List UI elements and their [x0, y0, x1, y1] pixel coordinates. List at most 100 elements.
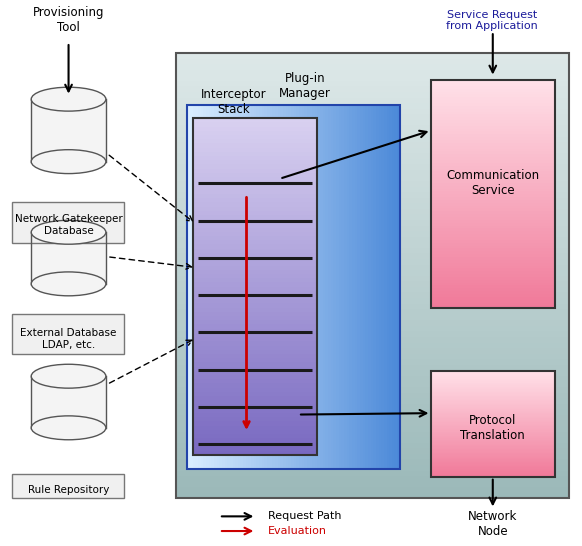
- Bar: [357, 105, 360, 468]
- Bar: [431, 283, 555, 286]
- Bar: [176, 120, 569, 126]
- Bar: [176, 448, 569, 454]
- Bar: [176, 131, 569, 136]
- Text: Protocol
Translation: Protocol Translation: [460, 414, 525, 442]
- Bar: [431, 405, 555, 407]
- Bar: [211, 105, 214, 468]
- Bar: [193, 169, 317, 173]
- Bar: [12, 314, 124, 354]
- Bar: [431, 180, 555, 183]
- Bar: [176, 58, 569, 64]
- Bar: [176, 253, 569, 259]
- Bar: [431, 426, 555, 428]
- Bar: [397, 105, 400, 468]
- Bar: [193, 248, 317, 253]
- Bar: [431, 146, 555, 149]
- Bar: [431, 126, 555, 129]
- Bar: [323, 105, 325, 468]
- Bar: [431, 188, 555, 192]
- Bar: [193, 206, 317, 211]
- Text: External Database
LDAP, etc.: External Database LDAP, etc.: [20, 329, 117, 350]
- Bar: [431, 117, 555, 120]
- Bar: [176, 53, 569, 498]
- Bar: [193, 232, 317, 236]
- Bar: [310, 105, 312, 468]
- Bar: [431, 209, 555, 211]
- Bar: [193, 400, 317, 405]
- Bar: [193, 324, 317, 329]
- Bar: [193, 366, 317, 371]
- Bar: [254, 105, 257, 468]
- Bar: [193, 413, 317, 417]
- Bar: [431, 381, 555, 383]
- Text: Network Gatekeeper
Database: Network Gatekeeper Database: [15, 215, 122, 236]
- Bar: [193, 203, 317, 206]
- Bar: [344, 105, 347, 468]
- Bar: [431, 214, 555, 217]
- Bar: [431, 286, 555, 288]
- Bar: [206, 105, 208, 468]
- Bar: [431, 132, 555, 134]
- Bar: [431, 297, 555, 300]
- Bar: [315, 105, 317, 468]
- Bar: [193, 333, 317, 337]
- Bar: [431, 194, 555, 197]
- Bar: [281, 105, 283, 468]
- Bar: [431, 217, 555, 220]
- Bar: [193, 262, 317, 265]
- Bar: [431, 149, 555, 151]
- Bar: [331, 105, 333, 468]
- Bar: [176, 92, 569, 98]
- Bar: [431, 371, 555, 477]
- Bar: [176, 460, 569, 465]
- Bar: [325, 105, 328, 468]
- Bar: [176, 398, 569, 404]
- Bar: [431, 300, 555, 302]
- Bar: [431, 134, 555, 137]
- Bar: [304, 105, 307, 468]
- Bar: [368, 105, 371, 468]
- Bar: [176, 471, 569, 476]
- Bar: [176, 426, 569, 432]
- Bar: [431, 248, 555, 251]
- Bar: [176, 309, 569, 314]
- Bar: [193, 236, 317, 240]
- Bar: [371, 105, 373, 468]
- Bar: [431, 376, 555, 377]
- Bar: [193, 144, 317, 147]
- Bar: [176, 170, 569, 175]
- Bar: [176, 136, 569, 142]
- Bar: [176, 225, 569, 231]
- Bar: [431, 288, 555, 291]
- Bar: [193, 341, 317, 346]
- Bar: [373, 105, 376, 468]
- Bar: [431, 192, 555, 194]
- Bar: [176, 415, 569, 420]
- Bar: [193, 181, 317, 186]
- Bar: [431, 458, 555, 460]
- Bar: [193, 287, 317, 291]
- Bar: [431, 400, 555, 401]
- Bar: [431, 291, 555, 294]
- Bar: [431, 232, 555, 234]
- Bar: [208, 105, 211, 468]
- Bar: [431, 409, 555, 411]
- Bar: [431, 174, 555, 177]
- Bar: [312, 105, 315, 468]
- Bar: [193, 194, 317, 198]
- Bar: [176, 287, 569, 293]
- Bar: [176, 382, 569, 387]
- Bar: [431, 177, 555, 180]
- Ellipse shape: [31, 150, 106, 174]
- Ellipse shape: [31, 272, 106, 296]
- Bar: [431, 143, 555, 146]
- Bar: [431, 384, 555, 385]
- Bar: [431, 171, 555, 174]
- Bar: [193, 375, 317, 379]
- Bar: [431, 408, 555, 409]
- Bar: [176, 81, 569, 86]
- Bar: [431, 441, 555, 442]
- Bar: [176, 293, 569, 298]
- Bar: [431, 206, 555, 209]
- Bar: [193, 396, 317, 400]
